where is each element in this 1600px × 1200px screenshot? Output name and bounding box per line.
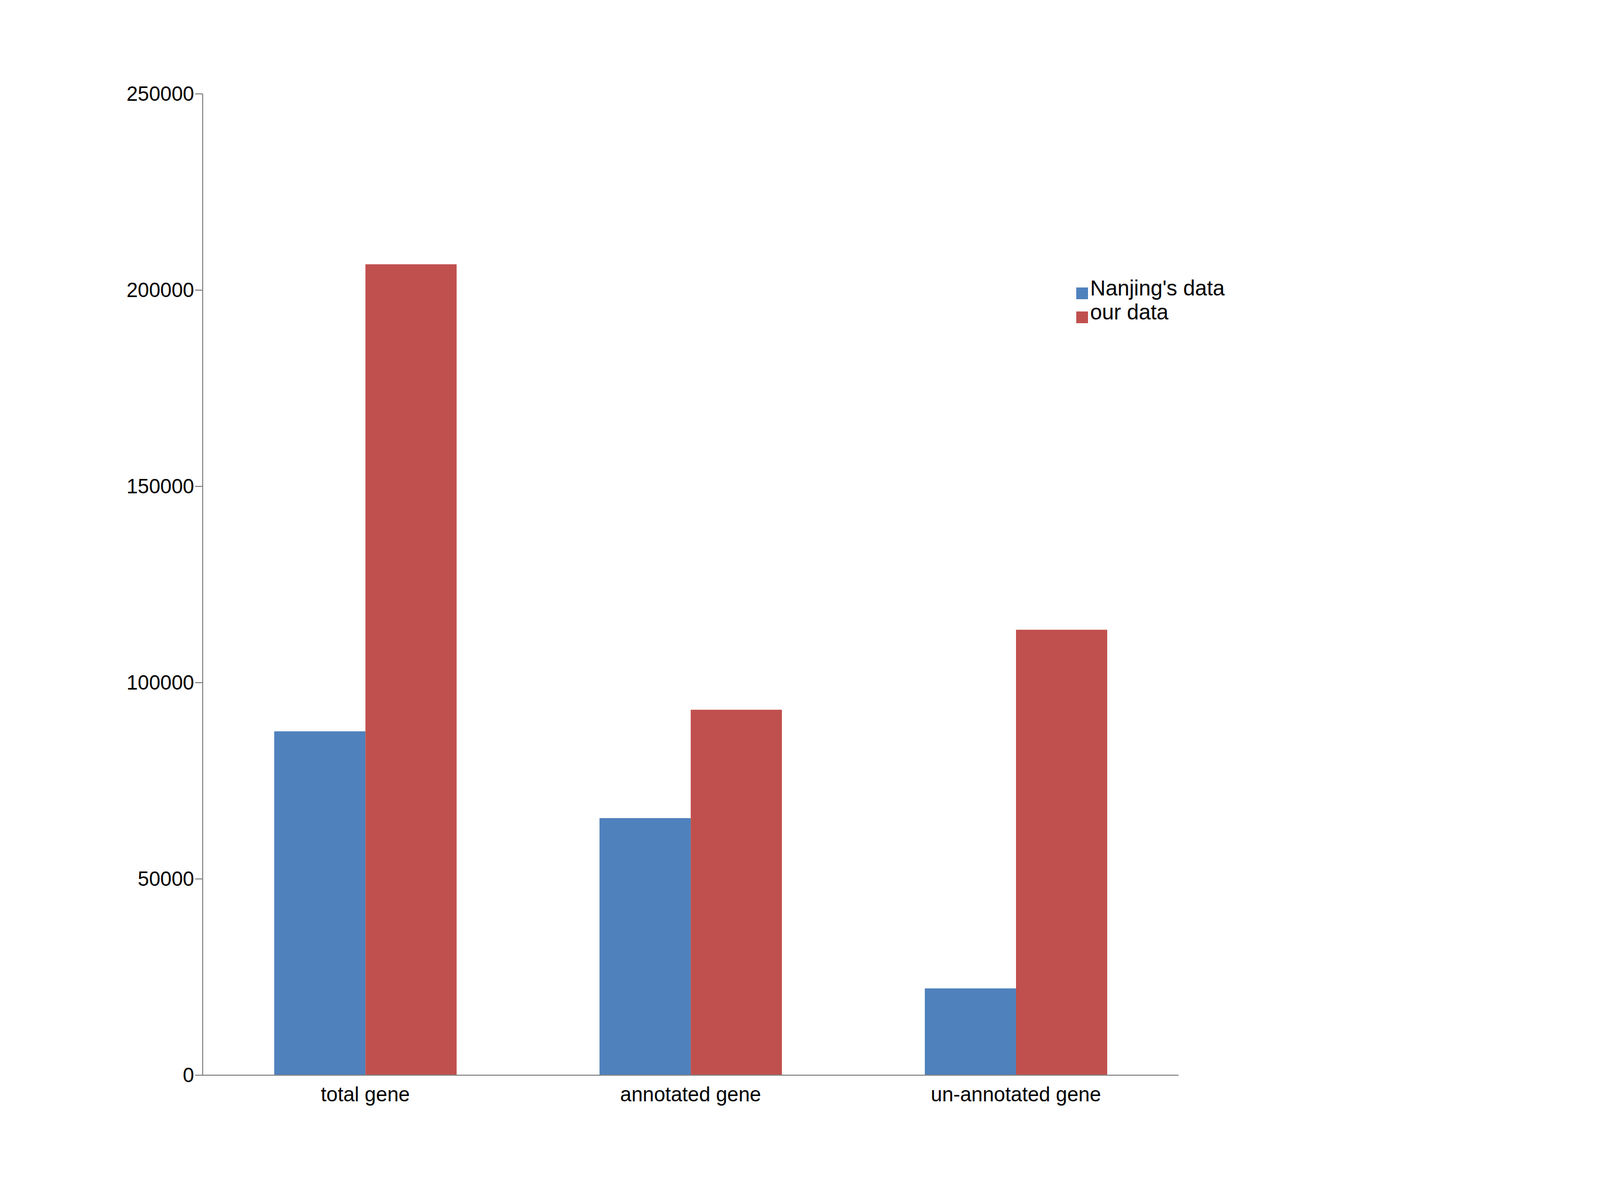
svg-text:100000: 100000	[126, 671, 195, 694]
svg-text:0: 0	[182, 1064, 195, 1087]
svg-text:150000: 150000	[126, 475, 195, 498]
svg-text:250000: 250000	[126, 82, 195, 106]
svg-text:200000: 200000	[126, 278, 195, 302]
svg-text:annotated gene: annotated gene	[620, 1083, 762, 1106]
html-text:Nanjing's data: Nanjing's data	[1090, 276, 1225, 300]
svg-text:un-annotated gene: un-annotated gene	[930, 1083, 1101, 1106]
html-text:our data: our data	[1090, 300, 1169, 324]
svg-text:50000: 50000	[137, 867, 195, 891]
svg-text:total gene: total gene	[320, 1083, 410, 1106]
